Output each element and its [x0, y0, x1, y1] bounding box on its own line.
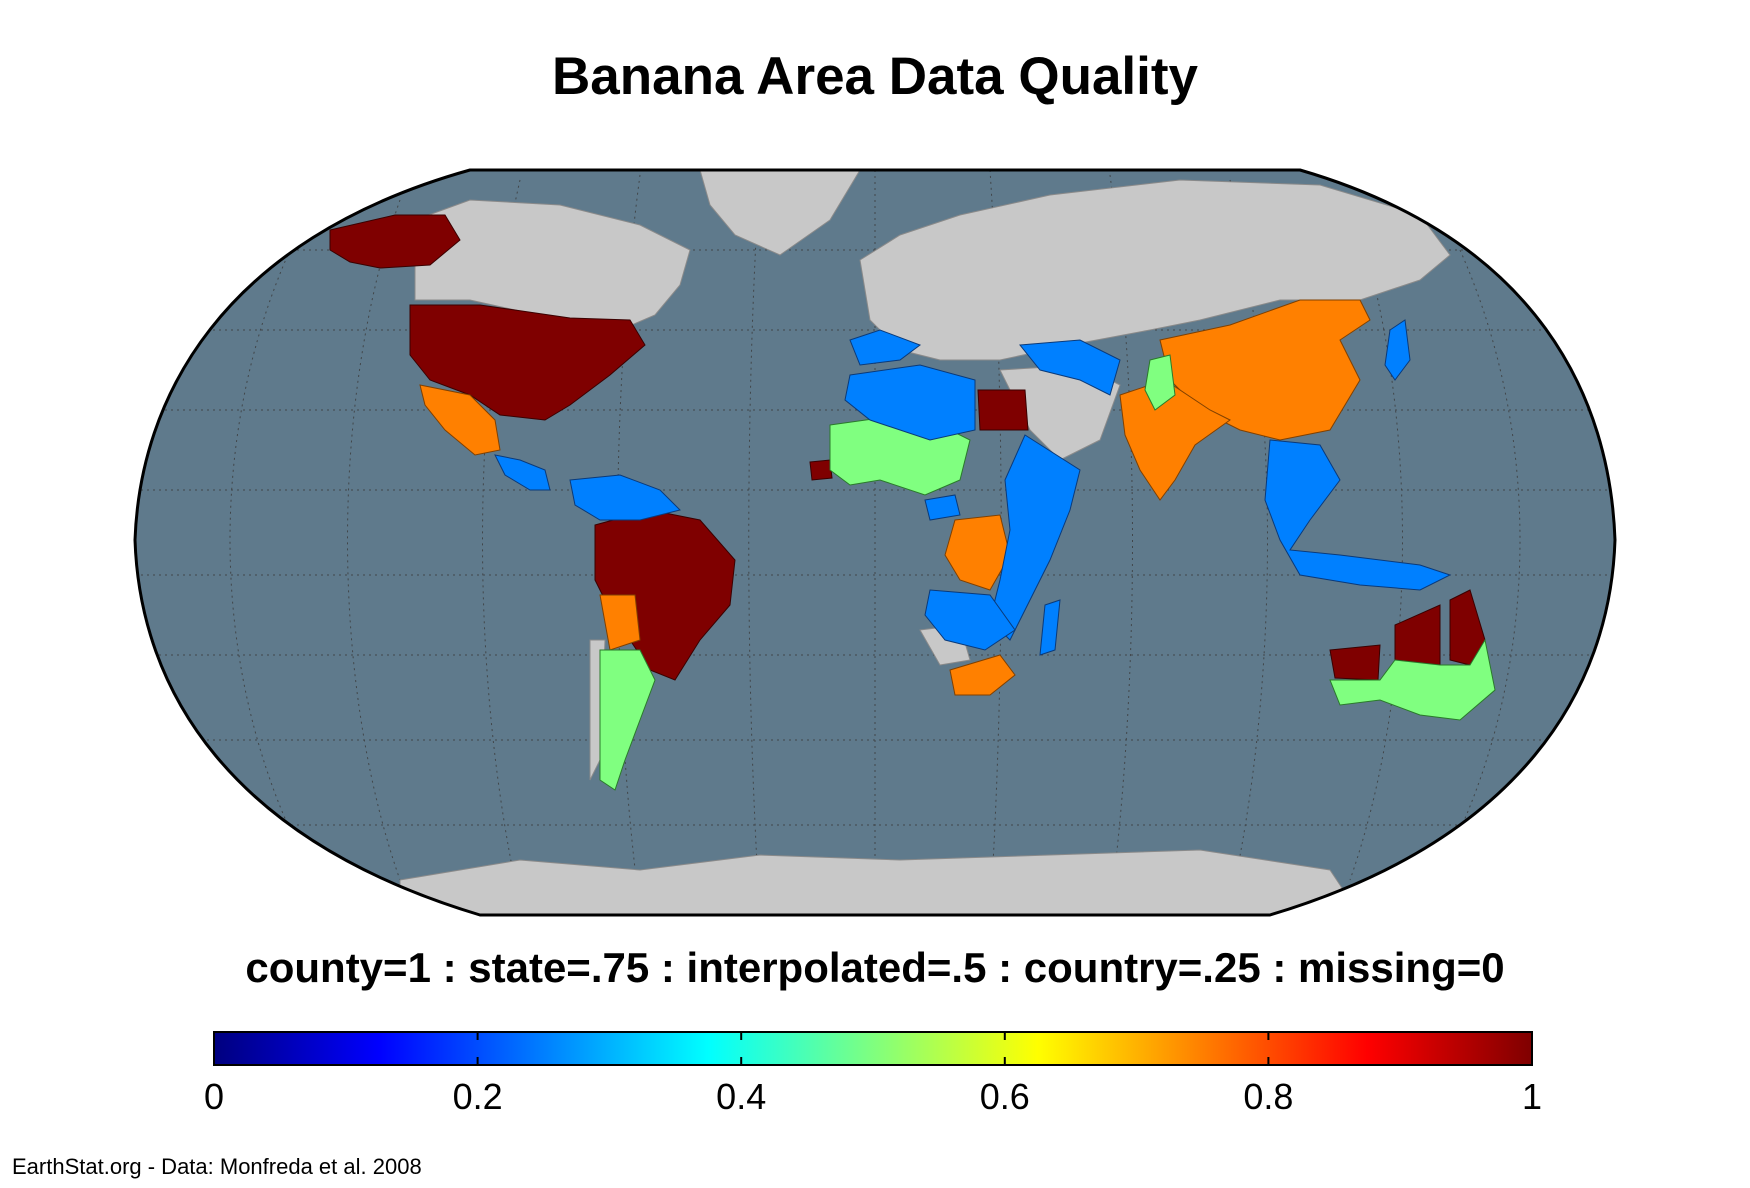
region-southeast-asia: [1264, 439, 1452, 591]
region-middle-east: [1019, 339, 1121, 396]
world-map: [133, 168, 1617, 917]
globe-outline: [133, 168, 1617, 917]
colorbar-tick-label: 0.2: [453, 1076, 503, 1117]
region-egypt: [977, 389, 1029, 431]
colorbar-tick-label: 0.6: [980, 1076, 1030, 1117]
region-united-states: [409, 304, 646, 421]
region-northern-south-america: [569, 474, 681, 521]
regions-value-0-75: [419, 299, 1371, 696]
colorbar-tick-label: 0.4: [716, 1076, 766, 1117]
colorbar: 0 0.2 0.4 0.6 0.8 1: [204, 1031, 1542, 1117]
legend-caption: county=1 : state=.75 : interpolated=.5 :…: [245, 944, 1505, 991]
region-argentina: [599, 649, 656, 791]
region-senegal: [809, 459, 833, 481]
region-alaska: [329, 214, 461, 269]
region-central-america: [494, 454, 551, 491]
region-australia-south-east: [1329, 638, 1496, 721]
region-india: [1119, 379, 1231, 501]
colorbar-tick-label: 0: [204, 1076, 224, 1117]
map-title: Banana Area Data Quality: [551, 47, 1199, 106]
regions-value-0-5: [599, 354, 1496, 791]
colorbar-tick-label: 1: [1522, 1076, 1542, 1117]
region-madagascar: [1039, 599, 1061, 656]
region-pakistan: [1144, 354, 1176, 411]
region-iberia-italy: [849, 329, 922, 366]
region-japan: [1384, 319, 1411, 381]
region-bolivia: [599, 594, 641, 651]
region-north-africa: [844, 364, 976, 441]
land-no-data: [399, 170, 1451, 915]
colorbar-gradient: [213, 1031, 1533, 1066]
colorbar-tick-label: 0.8: [1243, 1076, 1293, 1117]
region-angola-zambia: [924, 589, 1016, 651]
regions-value-0-25: [494, 319, 1452, 656]
region-dr-congo: [944, 514, 1011, 591]
region-mexico: [419, 384, 501, 456]
region-east-africa: [989, 434, 1081, 641]
colorbar-ticks: 0 0.2 0.4 0.6 0.8 1: [204, 1032, 1542, 1117]
credit-line: EarthStat.org - Data: Monfreda et al. 20…: [12, 1154, 422, 1179]
region-central-africa: [924, 494, 961, 521]
region-south-africa: [949, 654, 1016, 696]
